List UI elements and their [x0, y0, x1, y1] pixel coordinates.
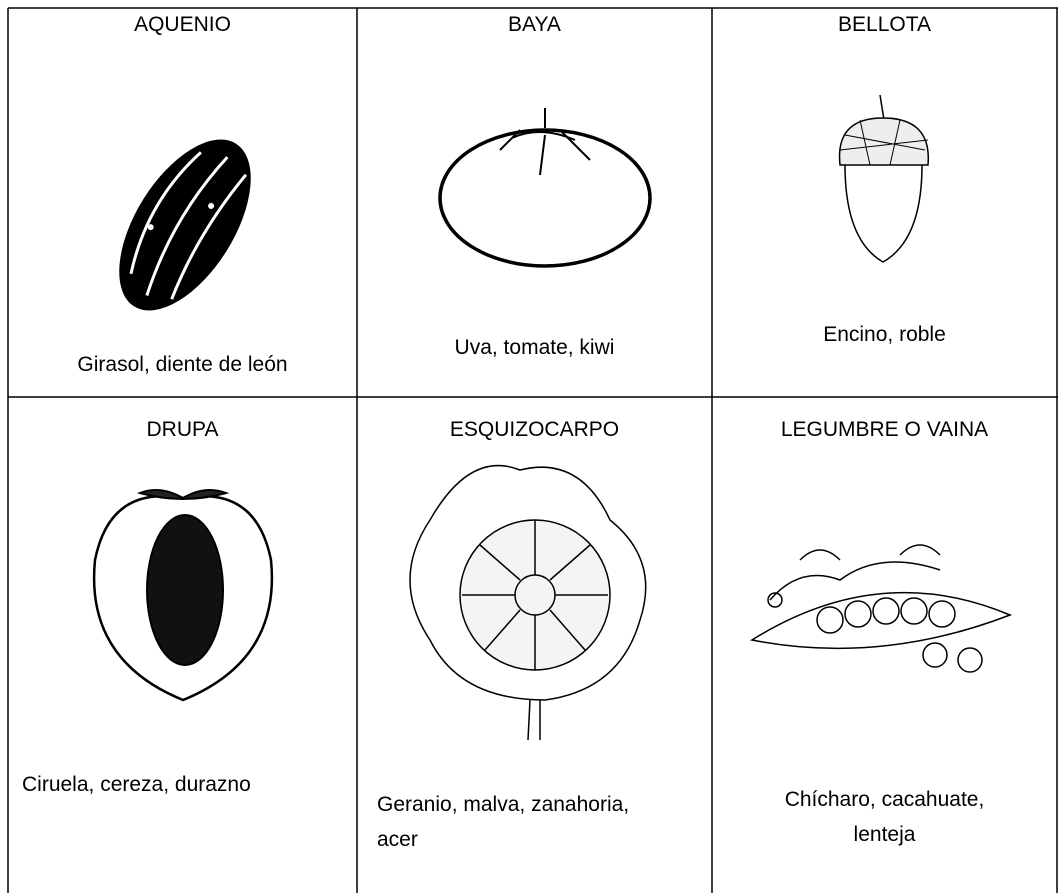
cell-caption: Uva, tomate, kiwi — [454, 336, 615, 359]
table-grid — [7, 7, 1058, 893]
cell-title: BAYA — [508, 13, 561, 36]
cell-caption: Ciruela, cereza, durazno — [22, 773, 251, 796]
cell-caption: Geranio, malva, zanahoria, — [377, 793, 630, 816]
schizocarp-illustration — [409, 464, 647, 741]
tomato-illustration — [438, 108, 652, 268]
cell-caption: Encino, roble — [823, 323, 946, 346]
cell-caption: lenteja — [853, 823, 916, 846]
pea-pod-illustration — [749, 544, 1013, 673]
cell-title: BELLOTA — [838, 13, 931, 36]
cell-title: LEGUMBRE O VAINA — [780, 418, 989, 441]
cell-title: AQUENIO — [134, 13, 231, 36]
seed-illustration — [119, 139, 251, 311]
cell-title: DRUPA — [146, 418, 219, 441]
acorn-illustration — [838, 94, 930, 263]
drupa-illustration — [92, 488, 274, 702]
cell-caption: acer — [377, 828, 418, 851]
cell-title: ESQUIZOCARPO — [449, 418, 620, 441]
cell-caption: Chícharo, cacahuate, — [784, 788, 985, 811]
cell-caption: Girasol, diente de león — [77, 353, 288, 376]
